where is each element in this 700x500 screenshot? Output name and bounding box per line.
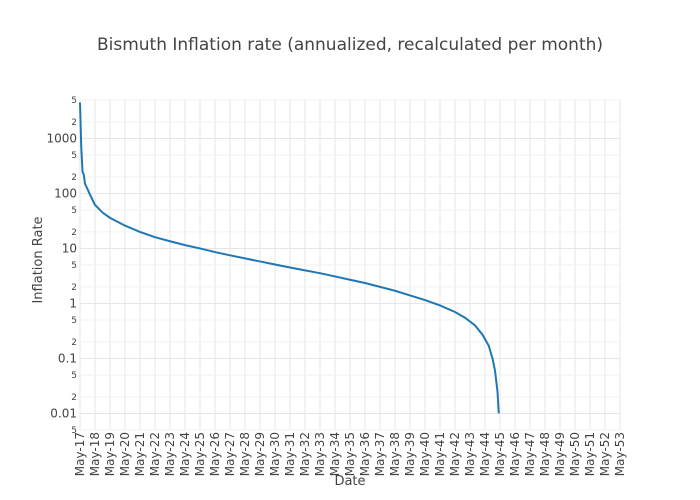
y-tick-label: 10 — [62, 241, 77, 255]
x-tick-label: May-46 — [508, 432, 522, 476]
x-tick-label: May-25 — [193, 432, 207, 476]
y-minor-tick-label: 5 — [71, 206, 77, 216]
x-tick-label: May-37 — [373, 432, 387, 476]
x-tick-label: May-32 — [298, 432, 312, 476]
x-tick-label: May-42 — [448, 432, 462, 476]
x-axis-title: Date — [334, 474, 365, 489]
grid — [79, 99, 621, 431]
x-tick-label: May-48 — [538, 432, 552, 476]
x-tick-label: May-50 — [568, 432, 582, 476]
y-minor-tick-label: 5 — [71, 96, 77, 106]
y-minor-tick-label: 2 — [71, 283, 77, 293]
x-tick-label: May-52 — [598, 432, 612, 476]
series-line — [79, 102, 500, 414]
x-tick-label: May-44 — [478, 432, 492, 476]
y-axis-title: Inflation Rate — [31, 216, 46, 303]
x-tick-label: May-47 — [523, 432, 537, 476]
x-tick-label: May-26 — [208, 432, 222, 476]
y-minor-tick-label: 5 — [71, 151, 77, 161]
y-minor-tick-label: 5 — [71, 426, 77, 436]
y-axis-ticks: 0.01 0.1 1 10 100 1000 5 2 5 2 5 2 5 2 5 2 5 2 5 — [46, 96, 77, 436]
y-tick-label: 0.01 — [50, 406, 77, 420]
x-tick-label: May-34 — [328, 432, 342, 476]
x-tick-label: May-22 — [148, 432, 162, 476]
y-minor-tick-label: 2 — [71, 228, 77, 238]
x-tick-label: May-21 — [133, 432, 147, 476]
x-tick-label: May-51 — [583, 432, 597, 476]
x-tick-label: May-49 — [553, 432, 567, 476]
y-minor-tick-label: 5 — [71, 261, 77, 271]
x-tick-label: May-20 — [118, 432, 132, 476]
x-tick-label: May-35 — [343, 432, 357, 476]
x-tick-label: May-24 — [178, 432, 192, 476]
x-tick-label: May-18 — [88, 432, 102, 476]
x-tick-label: May-17 — [73, 432, 87, 476]
x-tick-label: May-28 — [238, 432, 252, 476]
y-minor-tick-label: 2 — [71, 338, 77, 348]
x-axis-ticks: May-17 May-18 May-19 May-20 May-21 May-22 May-… — [73, 432, 627, 476]
x-tick-label: May-19 — [103, 432, 117, 476]
y-minor-tick-label: 2 — [71, 173, 77, 183]
x-tick-label: May-41 — [433, 432, 447, 476]
x-tick-label: May-40 — [418, 432, 432, 476]
x-tick-label: May-31 — [283, 432, 297, 476]
series-layer — [79, 102, 500, 414]
x-tick-label: May-43 — [463, 432, 477, 476]
x-tick-label: May-53 — [613, 432, 627, 476]
x-tick-label: May-23 — [163, 432, 177, 476]
y-tick-label: 0.1 — [58, 351, 77, 365]
x-tick-label: May-33 — [313, 432, 327, 476]
y-minor-tick-label: 2 — [71, 118, 77, 128]
chart-title: Bismuth Inflation rate (annualized, reca… — [97, 35, 603, 55]
x-tick-label: May-29 — [253, 432, 267, 476]
y-minor-tick-label: 5 — [71, 316, 77, 326]
y-tick-label: 100 — [54, 186, 77, 200]
x-tick-label: May-30 — [268, 432, 282, 476]
y-tick-label: 1 — [69, 296, 77, 310]
x-tick-label: May-36 — [358, 432, 372, 476]
x-tick-label: May-45 — [493, 432, 507, 476]
x-tick-label: May-38 — [388, 432, 402, 476]
y-tick-label: 1000 — [46, 131, 77, 145]
x-tick-label: May-27 — [223, 432, 237, 476]
y-minor-tick-label: 2 — [71, 393, 77, 403]
x-tick-label: May-39 — [403, 432, 417, 476]
y-minor-tick-label: 5 — [71, 371, 77, 381]
